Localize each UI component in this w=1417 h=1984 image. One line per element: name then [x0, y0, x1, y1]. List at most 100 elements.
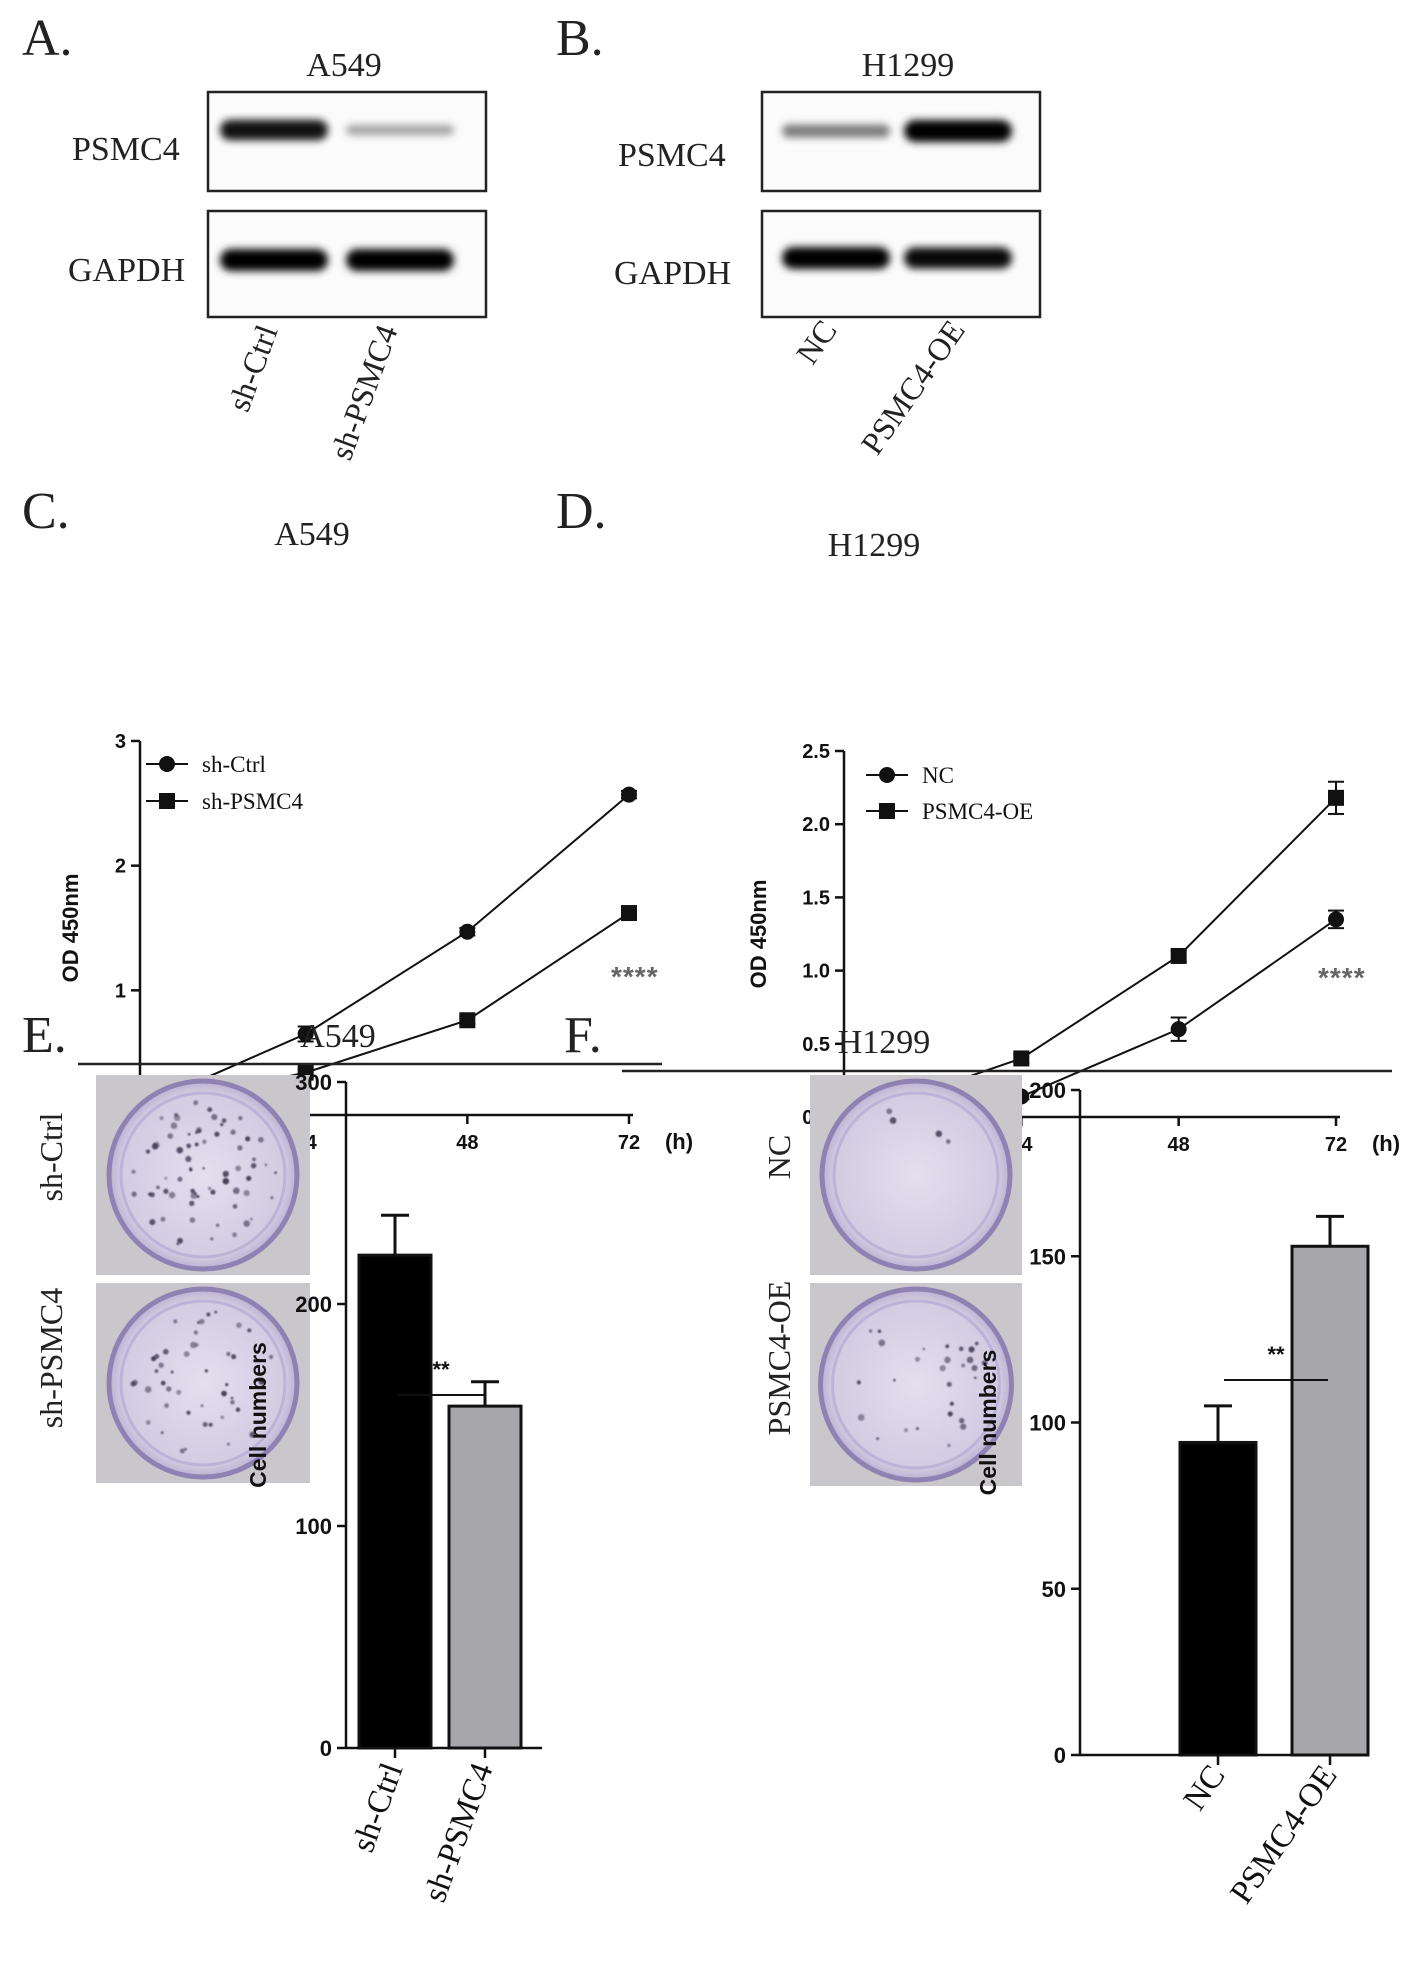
dish-f-2-colony [960, 1423, 967, 1430]
chart-d-y-tick-label: 0.5 [802, 1034, 830, 1056]
dish-e-1-colony [250, 1163, 257, 1169]
chart-e-significance: ** [432, 1357, 450, 1382]
chart-d-y-axis-label: OD 450nm [746, 880, 771, 989]
dish-e-2-colony [164, 1403, 169, 1408]
dish-e-1-colony [210, 1237, 214, 1241]
blot-a-band-gapdh-lane-1 [220, 249, 328, 271]
chart-d-x-tick-label: 72 [1325, 1134, 1347, 1156]
dish-e-2-colony [199, 1318, 205, 1325]
chart-c-legend-label: sh-PSMC4 [202, 789, 303, 814]
panel-b-title: H1299 [862, 47, 955, 84]
chart-d-y-tick-label: 1.5 [802, 887, 830, 909]
dish-e-2-dish [106, 1286, 300, 1480]
chart-d-point-NC [1328, 911, 1344, 928]
dish-e-2-colony [170, 1370, 174, 1374]
dish-e-2-colony [184, 1447, 187, 1451]
dish-e-2-colony [160, 1431, 164, 1435]
chart-f-y-tick-label: 150 [1029, 1244, 1066, 1269]
chart-f-y-tick-label: 100 [1029, 1411, 1066, 1436]
dish-e-2-colony [236, 1322, 242, 1328]
dish-f-2-colony [947, 1443, 951, 1448]
panel-b-western-blot: B. H1299 PSMC4 GAPDH NC PSMC4-OE [556, 10, 1042, 461]
chart-c-y-tick-label: 2 [115, 856, 126, 878]
dish-e-1-colony [186, 1143, 192, 1149]
dish-e-1-colony [207, 1186, 212, 1191]
panel-c-title: A549 [274, 516, 350, 553]
dish-f-2-colony [966, 1356, 974, 1364]
panel-c-letter: C. [22, 483, 70, 540]
dish-e-1-colony [164, 1176, 168, 1180]
dish-f-2-colony [974, 1341, 979, 1346]
dish-f-2-colony [945, 1344, 950, 1349]
chart-c-point-sh-Ctrl [621, 786, 637, 803]
panel-a-western-blot: A. A549 PSMC4 GAPDH sh-Ctrl sh-PSMC4 [22, 10, 488, 464]
blot-a-bands [220, 119, 454, 271]
dish-f-2-colony [944, 1356, 951, 1364]
panel-e-title: A549 [300, 1018, 376, 1055]
chart-f-bar-NC [1178, 1440, 1258, 1757]
chart-d-legend-marker-circle [879, 767, 895, 783]
dish-e-2-colony [194, 1342, 199, 1347]
dish-e-2-colony [179, 1448, 185, 1454]
dish-e-1-colony [207, 1107, 213, 1113]
dish-e-1-colony [246, 1175, 252, 1181]
dish-f-2-colony [971, 1365, 978, 1372]
dish-e-2-colony [190, 1341, 197, 1349]
panel-d-title: H1299 [828, 527, 921, 564]
dish-e-1-colony [189, 1217, 196, 1223]
dish-f-2-dish-inner-rim [831, 1299, 1001, 1470]
dish-e-1-colony [258, 1136, 264, 1143]
dish-e-2-colony [145, 1420, 151, 1425]
panel-f-title: H1299 [838, 1024, 931, 1061]
dish-e-1-colony [245, 1136, 251, 1142]
dish-e-1-dish [106, 1078, 300, 1272]
dish-e-1-colony [177, 1237, 183, 1244]
dish-e-2-colony [165, 1386, 172, 1392]
dish-e-1-colony [160, 1216, 166, 1222]
dish-e-1-colony [193, 1100, 199, 1106]
dish-f-2-colony [958, 1346, 964, 1352]
dish-e-1-colony [250, 1217, 253, 1221]
chart-d-series-line-2 [863, 797, 1337, 1114]
panel-f-dish-photos [810, 1075, 1022, 1486]
dish-f-2-colony [949, 1401, 954, 1406]
dish-e-2-colony [220, 1415, 225, 1420]
blot-a-row-label-psmc4: PSMC4 [72, 131, 180, 168]
panel-e-colony-assay: E. A549 sh-Ctrl sh-PSMC4 0 100 200 300 Cell … [22, 1007, 662, 1907]
dish-e-2-colony [206, 1312, 211, 1317]
dish-e-1-colony [202, 1139, 207, 1144]
dish-f-1-colony [945, 1139, 951, 1144]
dish-e-1-colony [189, 1200, 195, 1207]
blot-b-bands [782, 120, 1012, 269]
dish-e-1-colony [190, 1188, 195, 1194]
dish-e-1-dish-inner-rim [119, 1091, 287, 1259]
dish-e-1-colony [149, 1219, 156, 1226]
chart-e-bar-sh-Ctrl [357, 1253, 433, 1750]
dish-e-2-colony [132, 1379, 138, 1386]
chart-c-x-tick-label: 48 [456, 1132, 478, 1154]
dish-e-2-colony [208, 1422, 213, 1427]
dish-f-1-dish [819, 1078, 1013, 1272]
chart-e-bar-sh-PSMC4 [447, 1404, 523, 1750]
dish-f-2-colony [878, 1339, 886, 1347]
chart-d-significance: **** [1318, 962, 1366, 993]
dish-e-2-colony [230, 1396, 234, 1400]
dish-f-2-colony [877, 1329, 882, 1334]
blot-a-band-gapdh-lane-2 [346, 249, 454, 271]
chart-e-y-tick-label: 0 [320, 1736, 332, 1761]
dish-e-2-colony [160, 1380, 166, 1386]
dish-e-1-colony [214, 1131, 220, 1137]
dish-e-1-colony [187, 1132, 191, 1136]
dish-f-2-colony [939, 1365, 946, 1372]
dish-e-2-colony [176, 1389, 182, 1395]
blot-b-band-psmc4-lane-2 [904, 120, 1012, 142]
dish-f-2-colony [876, 1437, 879, 1440]
chart-e-y-tick-label: 100 [295, 1514, 332, 1539]
dish-e-1-colony [176, 1146, 184, 1154]
chart-c-x-axis-label: (h) [665, 1129, 693, 1154]
dish-e-2-colony [226, 1442, 231, 1446]
panel-e-letter: E. [22, 1007, 67, 1064]
dish-e-2-colony [258, 1378, 265, 1385]
